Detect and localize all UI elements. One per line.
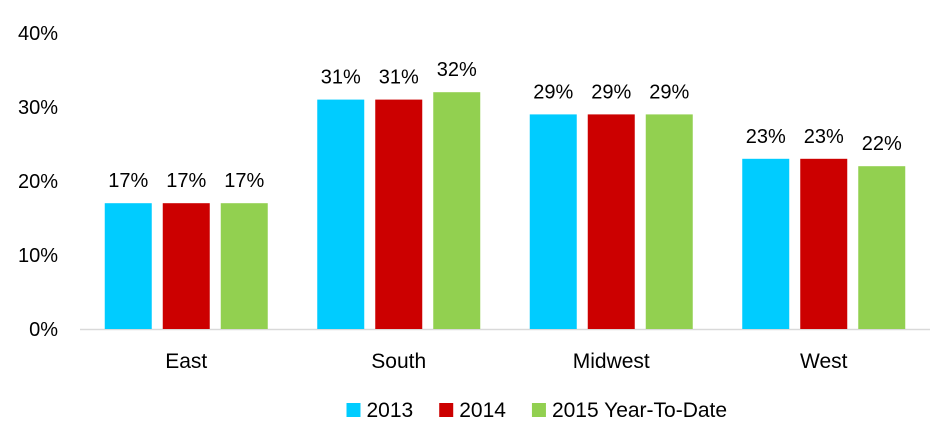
data-label: 29% [591, 81, 631, 103]
data-label: 17% [166, 170, 206, 192]
bar-2014-midwest [587, 114, 635, 330]
data-label: 23% [804, 126, 844, 148]
data-label: 29% [649, 81, 689, 103]
y-tick-label: 40% [18, 23, 58, 45]
bar-2015-year-to-date-midwest [645, 114, 693, 330]
y-tick-label: 30% [18, 97, 58, 119]
bar-2013-east [104, 203, 152, 329]
legend-label: 2015 Year-To-Date [552, 399, 727, 422]
legend-swatch [346, 403, 361, 417]
data-label: 31% [321, 67, 361, 89]
data-label: 17% [224, 170, 264, 192]
data-label: 31% [379, 67, 419, 89]
bar-2015-year-to-date-east [220, 203, 268, 329]
legend-swatch [531, 403, 546, 417]
bar-2013-south [317, 99, 365, 329]
data-label: 23% [746, 126, 786, 148]
category-label: West [800, 350, 848, 373]
bar-2014-west [800, 158, 848, 329]
category-label: South [371, 350, 426, 373]
data-label: 32% [437, 59, 477, 81]
bar-2013-midwest [529, 114, 577, 330]
legend-swatch [439, 403, 454, 417]
legend-label: 2013 [367, 399, 414, 422]
data-label: 22% [862, 133, 902, 155]
data-label: 17% [108, 170, 148, 192]
bar-2014-east [162, 203, 210, 329]
category-label: East [165, 350, 207, 373]
bar-2015-year-to-date-west [858, 166, 906, 329]
y-tick-label: 10% [18, 245, 58, 267]
category-label: Midwest [573, 350, 650, 373]
data-label: 29% [533, 81, 573, 103]
legend-label: 2014 [459, 399, 506, 422]
y-tick-label: 20% [18, 171, 58, 193]
bar-2014-south [375, 99, 423, 329]
y-tick-label: 0% [29, 319, 58, 341]
bar-2015-year-to-date-south [433, 92, 481, 329]
bar-2013-west [742, 158, 790, 329]
